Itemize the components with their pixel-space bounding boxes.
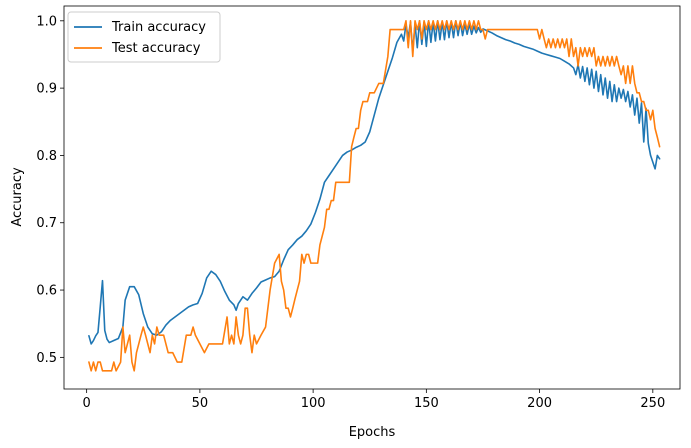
x-tick-label: 0 xyxy=(83,396,91,411)
y-tick-label: 0.7 xyxy=(36,216,57,231)
series-layer xyxy=(88,20,661,372)
x-tick-label: 250 xyxy=(640,396,665,411)
x-axis: 0 50 100 150 200 250 xyxy=(83,389,665,411)
legend-box xyxy=(67,11,221,63)
legend-label-test: Test accuracy xyxy=(111,41,201,56)
legend-label-train: Train accuracy xyxy=(111,20,206,35)
x-axis-label: Epochs xyxy=(349,425,396,440)
x-tick-label: 50 xyxy=(192,396,209,411)
y-tick-label: 0.6 xyxy=(36,284,57,299)
series-line-test-accuracy xyxy=(88,20,661,372)
y-axis: 0.5 0.6 0.7 0.8 0.9 1.0 xyxy=(36,14,64,366)
x-tick-label: 150 xyxy=(414,396,439,411)
plot-frame xyxy=(63,5,681,390)
y-tick-label: 0.5 xyxy=(36,351,57,366)
x-tick-label: 200 xyxy=(527,396,552,411)
legend: Train accuracy Test accuracy xyxy=(67,11,221,63)
y-tick-label: 0.9 xyxy=(36,82,57,97)
y-tick-label: 1.0 xyxy=(36,14,57,29)
y-axis-label: Accuracy xyxy=(10,167,25,227)
x-tick-label: 100 xyxy=(301,396,326,411)
y-tick-label: 0.8 xyxy=(36,149,57,164)
